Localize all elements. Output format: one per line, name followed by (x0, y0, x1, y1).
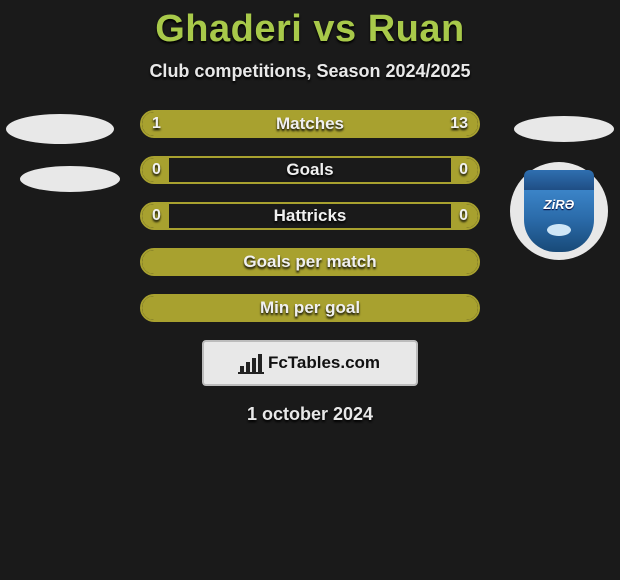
stat-value-left: 1 (142, 112, 171, 136)
stat-label: Min per goal (142, 296, 478, 320)
comparison-subtitle: Club competitions, Season 2024/2025 (0, 61, 620, 82)
brand-watermark: FcTables.com (202, 340, 418, 386)
right-club-badge: ZiRƏ (510, 162, 608, 260)
left-club-badge-placeholder (20, 166, 120, 192)
stat-pill: Min per goal (140, 294, 480, 322)
right-player-photo-placeholder (514, 116, 614, 142)
stat-bar-row: Min per goal (140, 294, 480, 322)
stat-pill: Hattricks0 0 (140, 202, 480, 230)
stat-label: Goals (142, 158, 478, 182)
stat-value-right: 0 (449, 204, 478, 228)
stat-value-right: 13 (440, 112, 478, 136)
club-shield-label: ZiRƏ (524, 190, 594, 220)
date-label: 1 october 2024 (0, 404, 620, 425)
stat-bar-row: Hattricks0 0 (140, 202, 480, 230)
stat-label: Goals per match (142, 250, 478, 274)
brand-text: FcTables.com (268, 353, 380, 373)
stat-pill: Goals0 0 (140, 156, 480, 184)
stat-bar-row: Goals per match (140, 248, 480, 276)
club-shield-icon: ZiRƏ (524, 170, 594, 252)
stat-bars: Matches113Goals00Hattricks00Goals per ma… (140, 110, 480, 322)
stat-pill: Goals per match (140, 248, 480, 276)
stat-bar-row: Matches1 13 (140, 110, 480, 138)
stat-value-right: 0 (449, 158, 478, 182)
stat-label: Hattricks (142, 204, 478, 228)
stat-label: Matches (142, 112, 478, 136)
stat-value-left: 0 (142, 158, 171, 182)
stat-value-left: 0 (142, 204, 171, 228)
left-player-photo-placeholder (6, 114, 114, 144)
bar-chart-icon (240, 354, 262, 372)
stat-pill: Matches1 13 (140, 110, 480, 138)
comparison-title: Ghaderi vs Ruan (0, 0, 620, 51)
stat-bar-row: Goals0 0 (140, 156, 480, 184)
comparison-stage: ZiRƏ Matches113Goals00Hattricks00Goals p… (0, 110, 620, 322)
